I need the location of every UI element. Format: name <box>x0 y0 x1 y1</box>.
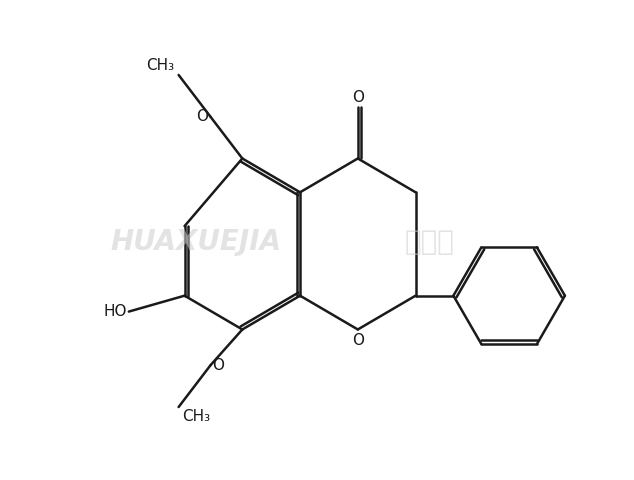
Text: CH₃: CH₃ <box>146 58 174 73</box>
Text: O: O <box>212 358 224 373</box>
Text: O: O <box>197 109 209 124</box>
Text: 化学加: 化学加 <box>404 228 455 256</box>
Text: O: O <box>352 334 364 348</box>
Text: O: O <box>352 90 364 105</box>
Text: HUAXUEJIA: HUAXUEJIA <box>110 228 281 256</box>
Text: HO: HO <box>103 304 127 319</box>
Text: CH₃: CH₃ <box>183 409 210 424</box>
